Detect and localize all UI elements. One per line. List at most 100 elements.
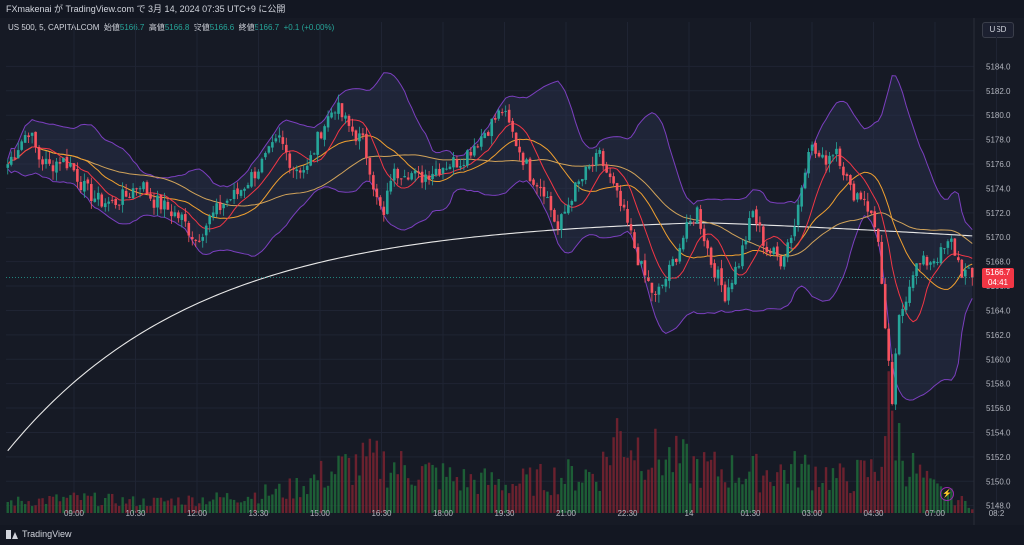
candle-body [967,267,971,269]
candle-body [883,284,887,329]
volume-bar [448,467,452,513]
volume-bar [960,495,964,513]
candle-body [173,212,177,217]
candle-body [695,207,699,224]
candle-body [142,182,145,190]
candle-body [869,210,873,214]
volume-bar [403,465,406,513]
volume-bar [776,472,779,513]
flash-icon[interactable]: ⚡ [940,487,954,501]
candle-body [584,166,588,180]
volume-bar [316,480,319,513]
tv-logo-icon [6,529,18,539]
volume-bar [305,494,309,513]
candle-body [145,182,149,195]
x-tick-label: 07:00 [925,509,946,518]
volume-bar [198,503,201,513]
volume-bar [420,466,424,513]
publish-header: FXmakenai が TradingView.com で 3月 14, 202… [0,0,1024,18]
candle-body [922,255,925,265]
volume-bar [779,464,782,513]
volume-bar [664,459,668,513]
volume-bar [615,418,619,513]
volume-bar [758,492,762,513]
candle-body [184,214,187,222]
candle-body [330,112,333,118]
volume-bar [643,479,647,513]
candle-body [661,284,664,286]
candle-body [713,263,716,278]
y-tick-label: 5148.0 [986,502,1011,511]
volume-bar [20,500,23,513]
volume-bar [23,504,27,513]
volume-bar [640,471,643,513]
volume-bar [748,471,751,513]
candle-body [887,328,890,361]
candle-body [354,130,358,142]
candle-body [674,258,678,262]
candle-body [856,193,859,200]
volume-bar [16,496,20,513]
volume-bar [243,501,246,513]
y-tick-label: 5156.0 [986,404,1011,413]
candle-body [177,212,180,219]
candle-body [23,135,27,143]
candle-body [939,247,943,264]
volume-bar [685,443,688,513]
volume-bar [765,470,769,513]
volume-bar [845,481,849,513]
volume-bar [842,467,845,513]
volume-bar [396,474,399,513]
candle-body [518,146,521,153]
candle-body [58,162,62,164]
candle-body [786,242,790,258]
candle-body [514,132,518,147]
volume-bar [27,501,30,513]
candle-body [957,257,960,261]
candle-body [462,164,466,166]
candle-body [358,133,361,142]
volume-bar [762,475,765,513]
volume-bar [431,464,434,513]
candle-body [866,201,870,212]
candle-body [539,186,542,189]
candle-body [664,279,668,287]
volume-bar [709,459,713,513]
candle-body [455,159,459,168]
volume-bar [887,371,890,513]
candle-body [758,222,762,226]
volume-bar [904,486,908,513]
candle-body [936,261,939,263]
volume-bar [884,436,887,513]
candle-body [476,146,480,148]
price-chart[interactable]: 5184.0 5182.0 5180.0 5178.0 5176.0 5174.0 5172… [0,0,1024,525]
volume-bar [633,460,636,513]
volume-bar [542,490,546,513]
tradingview-logo[interactable]: TradingView [6,529,72,539]
candle-body [542,187,546,197]
volume-bar [730,455,734,513]
candle-body [890,362,894,404]
y-tick-label: 5184.0 [986,62,1011,71]
x-tick-label: 22:30 [617,509,638,518]
volume-bar [434,467,438,513]
volume-bar [943,498,946,513]
candle-body [699,209,702,229]
volume-bar [194,506,197,513]
candle-body [845,174,849,176]
volume-bar [117,506,121,513]
volume-bar [595,481,598,513]
candle-body [93,198,97,202]
candle-body [131,188,135,199]
volume-bar [838,463,842,513]
volume-bar [549,495,553,513]
candle-body [225,200,229,203]
candle-body [316,131,319,155]
volume-bar [563,483,567,513]
candle-body [69,162,72,167]
candle-body [577,181,581,185]
currency-button[interactable]: USD [982,22,1014,38]
volume-bar [69,495,72,513]
volume-bar [361,442,365,513]
bollinger-fill [7,72,973,401]
